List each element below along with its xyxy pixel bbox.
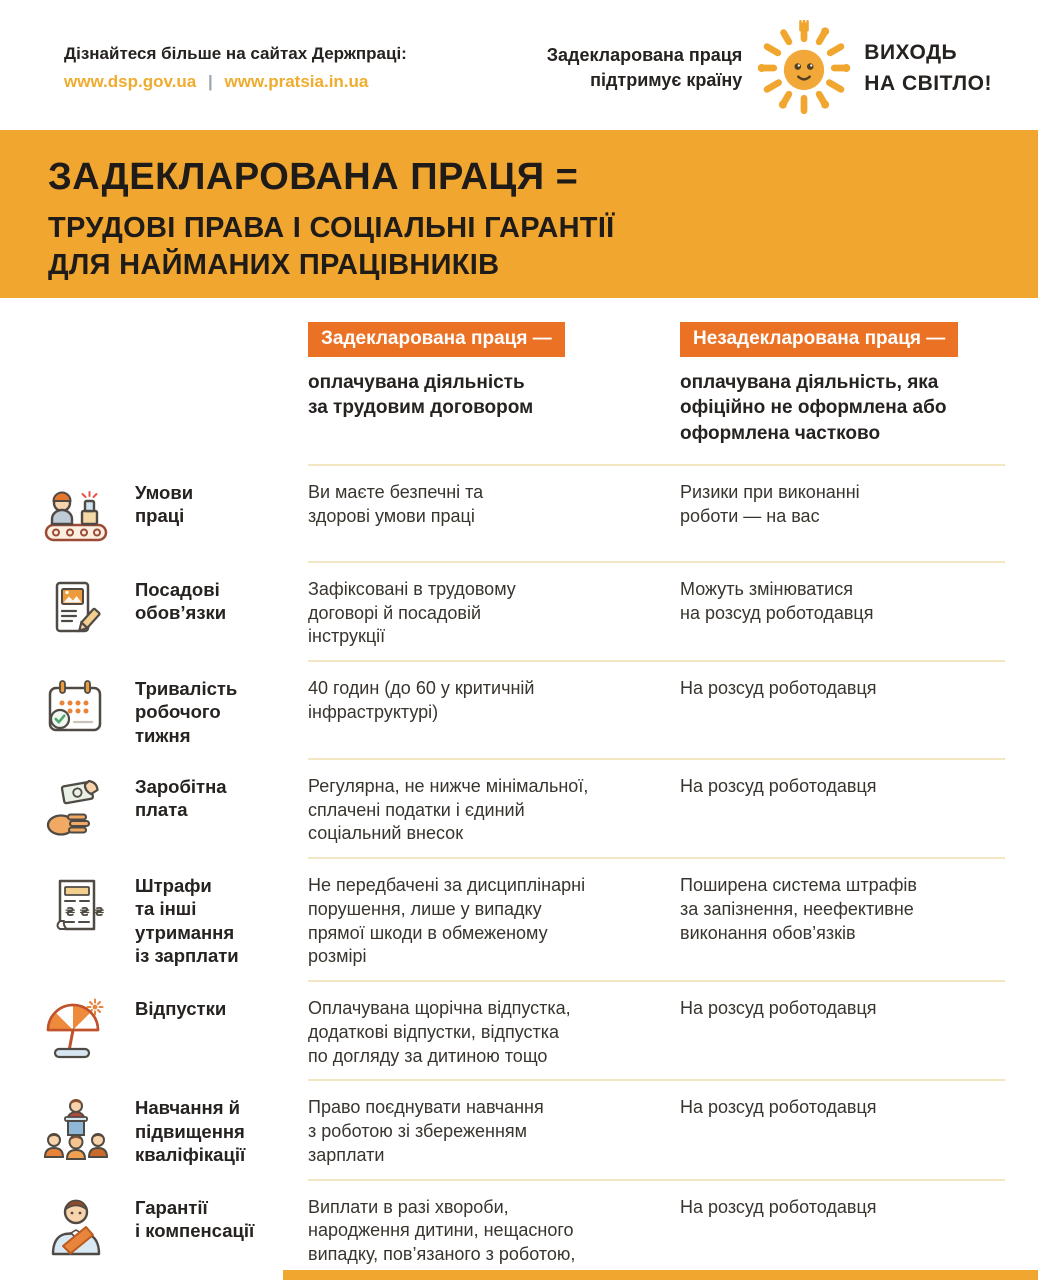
row-divider bbox=[308, 660, 1005, 663]
declared-cell: Зафіксовані в трудовому договорі й посад… bbox=[308, 578, 516, 647]
more-info-label: Дізнайтеся більше на сайтах Держпраці: bbox=[64, 43, 407, 63]
declared-description: оплачувана діяльність за трудовим догово… bbox=[308, 372, 534, 419]
worker-conveyor-icon bbox=[40, 478, 112, 550]
slogan-text: Задекларована праця підтримує країну bbox=[546, 44, 743, 90]
undeclared-description: оплачувана діяльність, яка офіційно не о… bbox=[680, 372, 947, 444]
undeclared-cell: На розсуд роботодавця bbox=[680, 775, 877, 796]
declared-badge: Задекларована праця — bbox=[308, 322, 565, 357]
website-links: www.dsp.gov.ua | www.pratsia.in.ua bbox=[64, 70, 407, 95]
declared-column-header: Задекларована праця — оплачувана діяльні… bbox=[308, 322, 680, 446]
campaign-title: ВИХОДЬ НА СВІТЛО! bbox=[864, 37, 992, 100]
undeclared-cell: Поширена система штрафів за запізнення, … bbox=[680, 875, 917, 943]
bottom-accent-bar bbox=[283, 1270, 1038, 1280]
main-banner: ЗАДЕКЛАРОВАНА ПРАЦЯ = ТРУДОВІ ПРАВА І СО… bbox=[0, 130, 1038, 298]
table-row: Умови праці Ви маєте безпечні та здорові… bbox=[0, 466, 1038, 561]
undeclared-cell: Ризики при виконанні роботи — на вас bbox=[680, 481, 860, 526]
undeclared-cell: На розсуд роботодавця bbox=[680, 1196, 877, 1217]
row-label: Відпустки bbox=[135, 998, 227, 1020]
column-headers: Задекларована праця — оплачувана діяльні… bbox=[0, 322, 1038, 446]
table-row: Посадові обов’язки Зафіксовані в трудово… bbox=[0, 563, 1038, 660]
row-label: Гарантії і компенсації bbox=[135, 1196, 255, 1241]
fines-receipt-icon: ₴ ₴ ₴ bbox=[40, 871, 112, 943]
campaign-line2: НА СВІТЛО! bbox=[864, 72, 992, 95]
declared-cell: Виплати в разі хвороби, народження дитин… bbox=[308, 1196, 576, 1280]
declared-cell: Оплачувана щорічна відпустка, додаткові … bbox=[308, 998, 571, 1066]
row-label: Навчання й підвищення кваліфікації bbox=[135, 1097, 246, 1166]
link-separator: | bbox=[207, 71, 213, 91]
undeclared-cell: На розсуд роботодавця bbox=[680, 678, 877, 699]
dsp-link[interactable]: www.dsp.gov.ua bbox=[64, 71, 197, 91]
undeclared-badge: Незадекларована праця — bbox=[680, 322, 959, 357]
row-label: Штрафи та інші утримання із зарплати bbox=[135, 875, 239, 967]
declared-cell: Не передбачені за дисциплінарні порушенн… bbox=[308, 875, 586, 967]
banner-subtitle: ТРУДОВІ ПРАВА І СОЦІАЛЬНІ ГАРАНТІЇ ДЛЯ Н… bbox=[48, 211, 615, 281]
salary-hands-icon bbox=[40, 772, 112, 844]
campaign-line1: ВИХОДЬ bbox=[864, 40, 958, 64]
job-description-icon bbox=[40, 575, 112, 647]
row-divider bbox=[308, 857, 1005, 860]
row-divider bbox=[308, 463, 1005, 466]
table-row: Гарантії і компенсації Виплати в разі хв… bbox=[0, 1181, 1038, 1280]
undeclared-cell: Можуть змінюватися на розсуд роботодавця bbox=[680, 578, 874, 623]
table-row: Відпустки Оплачувана щорічна відпустка, … bbox=[0, 982, 1038, 1079]
pratsia-link[interactable]: www.pratsia.in.ua bbox=[224, 71, 369, 91]
row-label: Посадові обов’язки bbox=[135, 578, 227, 624]
row-divider bbox=[308, 757, 1005, 760]
declared-cell: 40 годин (до 60 у критичній інфраструкту… bbox=[308, 678, 535, 722]
row-label: Тривалість робочого тижня bbox=[135, 678, 238, 746]
declared-cell: Ви маєте безпечні та здорові умови праці bbox=[308, 481, 484, 526]
row-divider bbox=[308, 980, 1005, 983]
declared-cell: Регулярна, не нижче мінімальної, сплачен… bbox=[308, 775, 589, 844]
undeclared-column-header: Незадекларована праця — оплачувана діяль… bbox=[680, 322, 1005, 446]
undeclared-cell: На розсуд роботодавця bbox=[680, 1097, 877, 1118]
table-row: ₴ ₴ ₴ Штрафи та інші утримання із зарпла… bbox=[0, 859, 1038, 980]
table-row: Заробітна плата Регулярна, не нижче міні… bbox=[0, 760, 1038, 857]
training-audience-icon bbox=[40, 1093, 112, 1165]
svg-text:₴ ₴ ₴: ₴ ₴ ₴ bbox=[65, 905, 104, 919]
top-header: Дізнайтеся більше на сайтах Держпраці: w… bbox=[0, 0, 1038, 130]
row-label: Умови праці bbox=[135, 481, 194, 527]
undeclared-cell: На розсуд роботодавця bbox=[680, 998, 877, 1019]
vacation-umbrella-icon bbox=[40, 994, 112, 1066]
row-divider bbox=[308, 1178, 1005, 1181]
row-divider bbox=[308, 560, 1005, 563]
injured-worker-icon bbox=[40, 1193, 112, 1265]
table-row: Навчання й підвищення кваліфікації Право… bbox=[0, 1081, 1038, 1178]
table-row: Тривалість робочого тижня 40 годин (до 6… bbox=[0, 662, 1038, 758]
row-label: Заробітна плата bbox=[135, 775, 227, 821]
banner-title: ЗАДЕКЛАРОВАНА ПРАЦЯ = bbox=[48, 156, 579, 198]
calendar-icon bbox=[40, 674, 112, 746]
sun-with-tool-rays-icon bbox=[756, 19, 852, 116]
declared-cell: Право поєднувати навчання з роботою зі з… bbox=[308, 1097, 544, 1165]
info-block: Дізнайтеся більше на сайтах Держпраці: w… bbox=[64, 42, 407, 94]
row-divider bbox=[308, 1079, 1005, 1082]
